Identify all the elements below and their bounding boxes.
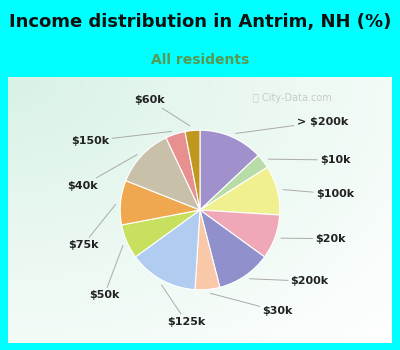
Wedge shape bbox=[195, 210, 220, 290]
Wedge shape bbox=[120, 181, 200, 225]
Text: All residents: All residents bbox=[151, 53, 249, 67]
Text: $20k: $20k bbox=[281, 234, 346, 244]
Text: $150k: $150k bbox=[71, 131, 172, 146]
Text: $10k: $10k bbox=[268, 155, 350, 165]
Text: $125k: $125k bbox=[162, 285, 205, 327]
Text: $40k: $40k bbox=[68, 155, 137, 190]
Wedge shape bbox=[200, 167, 280, 215]
Wedge shape bbox=[200, 210, 264, 287]
Wedge shape bbox=[136, 210, 200, 290]
Text: $100k: $100k bbox=[283, 189, 354, 199]
Text: $30k: $30k bbox=[210, 293, 293, 316]
Text: $200k: $200k bbox=[250, 276, 329, 286]
Text: $60k: $60k bbox=[135, 96, 190, 126]
Wedge shape bbox=[200, 210, 280, 257]
Text: Ⓜ City-Data.com: Ⓜ City-Data.com bbox=[253, 93, 332, 103]
Wedge shape bbox=[166, 132, 200, 210]
Text: $75k: $75k bbox=[68, 204, 116, 250]
Text: $50k: $50k bbox=[89, 246, 123, 300]
Wedge shape bbox=[126, 138, 200, 210]
Text: > $200k: > $200k bbox=[236, 117, 348, 133]
Wedge shape bbox=[200, 130, 258, 210]
Wedge shape bbox=[200, 155, 267, 210]
Wedge shape bbox=[185, 130, 200, 210]
Text: Income distribution in Antrim, NH (%): Income distribution in Antrim, NH (%) bbox=[9, 13, 391, 30]
Wedge shape bbox=[122, 210, 200, 257]
